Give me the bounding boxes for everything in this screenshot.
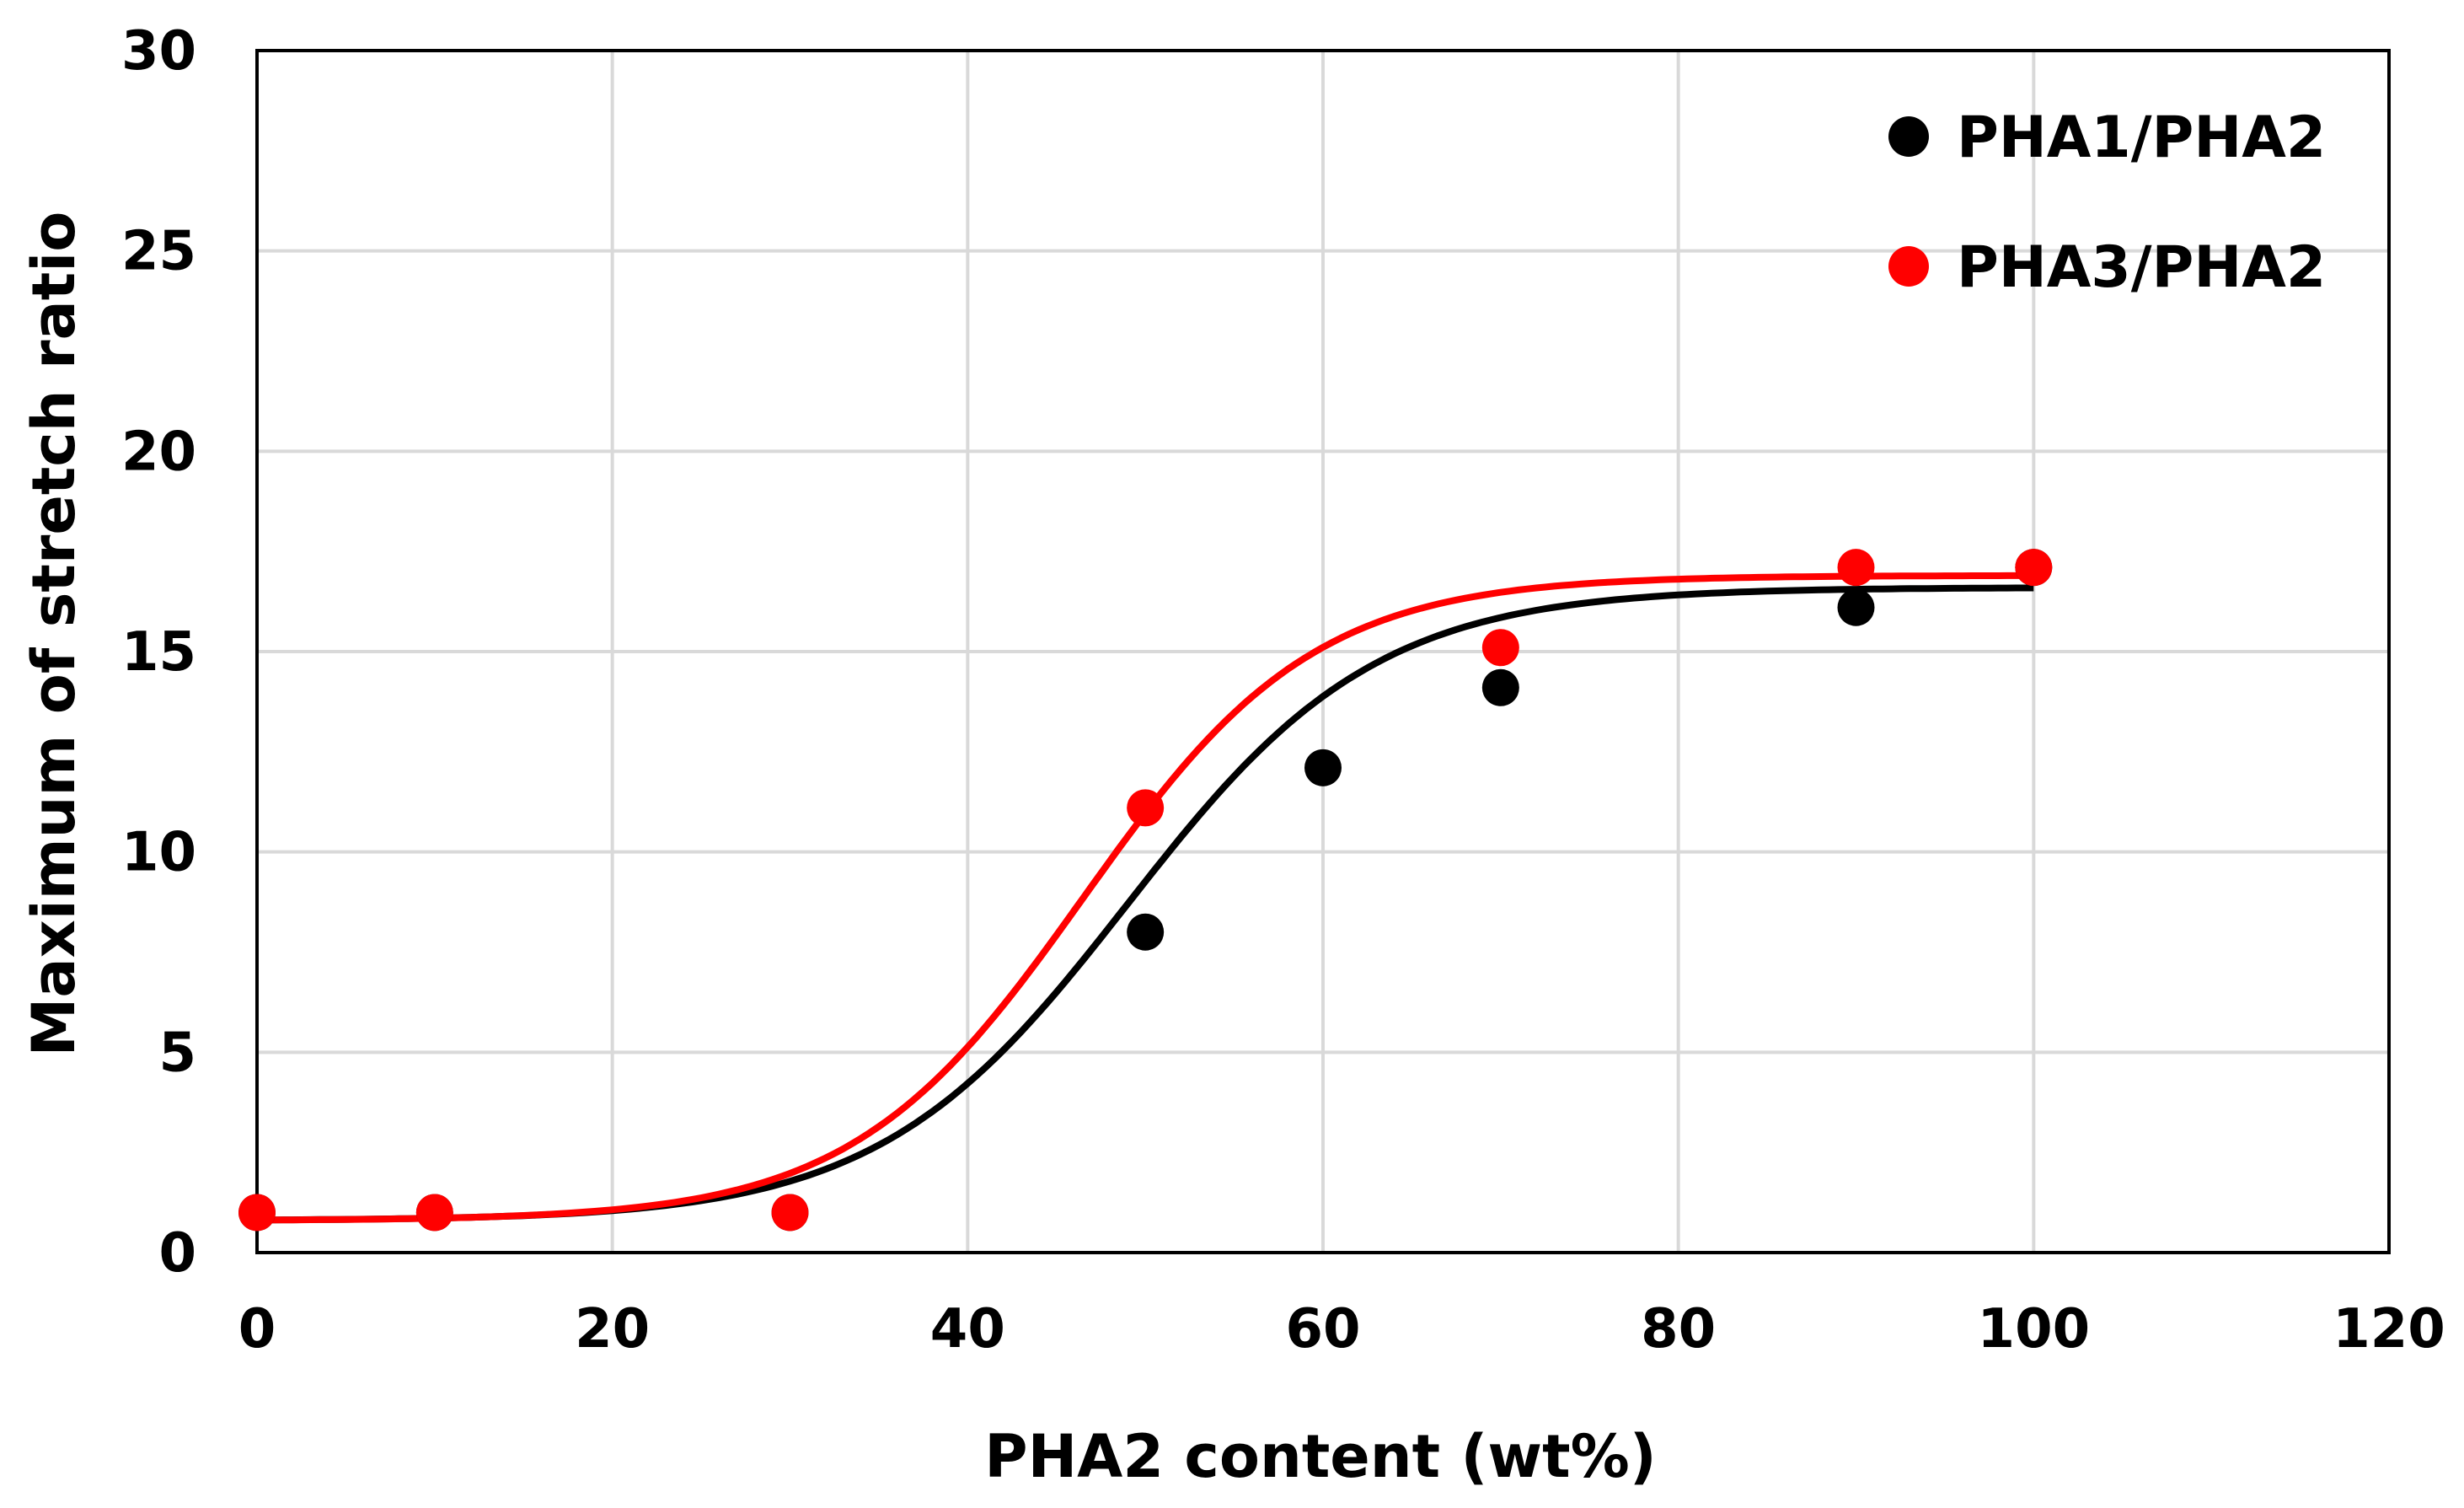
x-tick-label: 80	[1641, 1298, 1716, 1360]
y-tick-label: 25	[121, 221, 196, 283]
legend-label-pha3-pha2: PHA3/PHA2	[1957, 234, 2326, 301]
plot-frame	[255, 49, 2391, 1254]
y-tick-label: 20	[121, 421, 196, 483]
data-point-pha3-pha2	[415, 1194, 453, 1232]
y-tick-label: 15	[121, 621, 196, 684]
data-point-pha3-pha2	[1127, 789, 1165, 827]
x-tick-label: 20	[575, 1298, 650, 1360]
x-axis-title: PHA2 content (wt%)	[984, 1422, 1656, 1491]
y-tick-label: 10	[121, 822, 196, 884]
y-axis-title: Maximum of stretch ratio	[19, 212, 88, 1057]
data-point-pha1-pha2	[1481, 668, 1519, 706]
x-tick-label: 40	[930, 1298, 1005, 1360]
data-points	[238, 549, 2053, 1232]
grid-layer	[257, 51, 2389, 1253]
data-point-pha1-pha2	[1127, 913, 1165, 951]
y-tick-label: 0	[158, 1222, 196, 1285]
data-point-pha3-pha2	[238, 1194, 276, 1232]
data-point-pha3-pha2	[1481, 629, 1519, 667]
data-point-pha1-pha2	[1837, 588, 1875, 626]
legend-marker-pha1-pha2	[1888, 116, 1929, 157]
y-tick-label: 30	[121, 20, 196, 83]
legend: PHA1/PHA2 PHA3/PHA2	[1888, 105, 2326, 301]
data-point-pha3-pha2	[1837, 549, 1875, 587]
tick-labels: 0 20 40 60 80 100 120 0 5 10 15 20 25 30	[121, 20, 2445, 1360]
x-tick-label: 60	[1285, 1298, 1360, 1360]
legend-label-pha1-pha2: PHA1/PHA2	[1957, 105, 2326, 171]
axes-layer	[255, 49, 2391, 1254]
x-tick-label: 120	[2333, 1298, 2445, 1360]
x-tick-label: 0	[238, 1298, 276, 1360]
x-tick-label: 100	[1978, 1298, 2091, 1360]
data-point-pha3-pha2	[771, 1194, 809, 1232]
y-tick-label: 5	[158, 1022, 196, 1084]
legend-marker-pha3-pha2	[1888, 246, 1929, 287]
data-point-pha3-pha2	[2015, 549, 2053, 587]
data-point-pha1-pha2	[1304, 749, 1342, 786]
